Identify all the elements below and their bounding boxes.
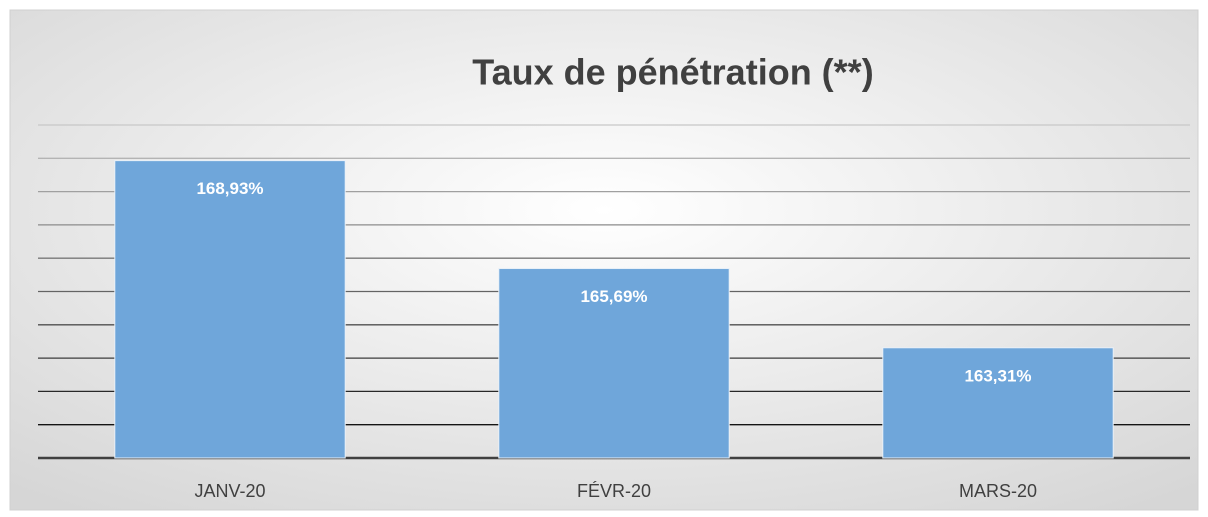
data-label: 168,93%	[196, 179, 263, 198]
x-tick-label: FÉVR-20	[577, 481, 651, 501]
x-tick-label: MARS-20	[959, 481, 1037, 501]
bar	[114, 160, 346, 459]
data-label: 165,69%	[580, 287, 647, 306]
x-tick-label: JANV-20	[194, 481, 265, 501]
data-label: 163,31%	[964, 366, 1031, 385]
bar	[882, 347, 1114, 459]
bar	[498, 268, 730, 459]
chart-title: Taux de pénétration (**)	[472, 52, 873, 93]
